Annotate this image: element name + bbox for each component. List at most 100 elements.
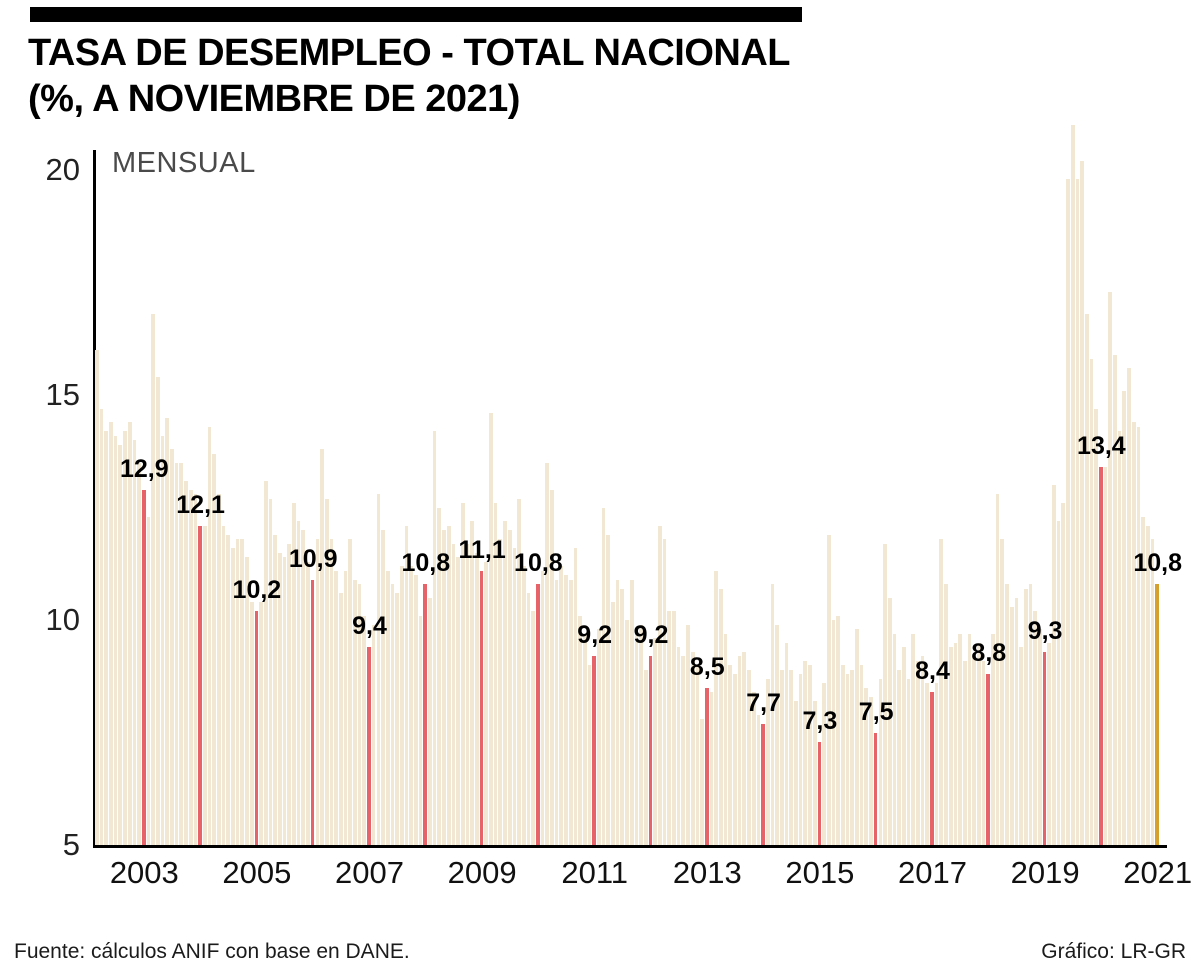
value-label: 13,4: [1077, 432, 1126, 460]
bar-month: [432, 431, 437, 845]
bar-month: [625, 620, 629, 845]
annotations-layer: 12,9 12,1 10,2 10,9 9,4 10,8 11,1 10,8 9,2 9,2 8,5…: [95, 125, 1182, 845]
bar-month: [263, 480, 268, 845]
bar-month: [132, 440, 137, 845]
bar-month: [733, 674, 737, 845]
bar-november: [310, 579, 315, 845]
bar-month: [615, 579, 620, 845]
x-axis-tick-label: 2019: [1010, 855, 1080, 890]
bar-month: [944, 584, 948, 845]
header-rule: [30, 7, 802, 22]
bar-month: [1014, 597, 1019, 845]
bar-month: [446, 525, 451, 845]
bar-month: [700, 719, 704, 845]
bar-november: [479, 570, 484, 845]
bar-month: [901, 647, 906, 845]
bar-month: [381, 530, 385, 845]
bar-month: [357, 584, 362, 845]
bar-month: [512, 548, 517, 845]
bar-month: [620, 588, 625, 845]
bar-november: [873, 732, 878, 845]
bar-month: [1103, 467, 1108, 845]
bar-month: [127, 422, 132, 845]
bar-month: [672, 611, 676, 845]
bar-month: [277, 552, 282, 845]
bar-month: [287, 543, 292, 845]
bar-month: [564, 575, 568, 845]
y-axis-tick-label: 15: [45, 377, 80, 412]
bar-month: [972, 656, 977, 845]
bar-month: [1080, 161, 1084, 845]
bar-month: [498, 539, 503, 845]
footer: Fuente: cálculos ANIF con base en DANE. …: [0, 940, 1200, 964]
bar-month: [911, 633, 916, 845]
bar-month: [906, 678, 911, 845]
value-label: 10,8: [401, 549, 451, 577]
bar-month: [714, 570, 718, 845]
bar-month: [503, 521, 507, 845]
bar-month: [897, 669, 901, 845]
bar-month: [573, 548, 578, 845]
bar-november: [817, 741, 822, 845]
bars-layer: [95, 125, 1160, 845]
bar-month: [582, 633, 587, 845]
bar-month: [1023, 588, 1028, 845]
bar-month: [676, 647, 681, 845]
value-label: 7,7: [746, 688, 781, 717]
bar-month: [521, 566, 526, 845]
bar-month: [747, 669, 751, 845]
bar-month: [170, 449, 174, 845]
value-label: 10,8: [1133, 549, 1183, 577]
bar-month: [977, 642, 981, 845]
bar-november: [930, 692, 934, 845]
bar-month: [840, 665, 845, 845]
bar-november: [423, 584, 428, 845]
bar-month: [475, 552, 479, 845]
bar-month: [245, 557, 249, 845]
bar-month: [597, 629, 601, 845]
bar-month: [517, 498, 521, 845]
bar-month: [751, 692, 756, 845]
bar-month: [151, 314, 155, 845]
bar-month: [831, 620, 836, 845]
bar-month: [1089, 359, 1094, 845]
bar-month: [690, 651, 695, 845]
bar-month: [95, 350, 99, 845]
bar-month: [99, 408, 104, 845]
bar-month: [1150, 539, 1155, 845]
bar-month: [803, 660, 808, 845]
bar-month: [859, 665, 864, 845]
bar-month: [165, 417, 170, 845]
bar-month: [395, 593, 399, 845]
bar-month: [240, 539, 245, 845]
bar-month: [850, 669, 855, 845]
bar-month: [920, 656, 925, 845]
bar-month: [399, 566, 404, 845]
bar-month: [653, 638, 657, 845]
bar-month: [939, 539, 944, 845]
bar-month: [1061, 503, 1066, 845]
value-label: 7,3: [802, 706, 838, 735]
bar-month: [1117, 431, 1122, 845]
bar-month: [437, 507, 442, 845]
bar-month: [709, 692, 714, 845]
bar-month: [385, 570, 390, 845]
value-label: 10,8: [514, 549, 563, 577]
x-axis-tick-label: 2015: [785, 855, 855, 890]
bar-month: [109, 422, 113, 845]
bar-month: [742, 651, 747, 845]
bar-month: [442, 530, 446, 845]
bar-month: [756, 714, 761, 845]
bar-month: [507, 530, 512, 845]
bar-november: [761, 723, 765, 845]
bar-month: [540, 570, 545, 845]
bar-month: [1108, 291, 1113, 845]
bar-month: [235, 539, 240, 845]
bar-month: [629, 579, 634, 845]
bar-month: [634, 633, 639, 845]
bar-month: [207, 426, 212, 845]
bar-month: [995, 494, 1000, 845]
bar-month: [695, 665, 700, 845]
bar-month: [155, 377, 160, 845]
bar-month: [967, 633, 972, 845]
